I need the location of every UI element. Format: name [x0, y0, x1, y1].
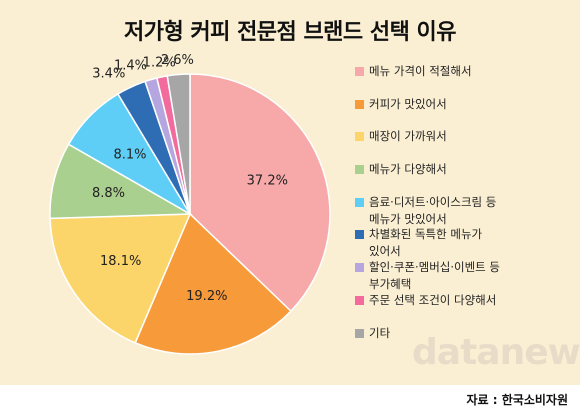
legend-label: 할인·쿠폰·멤버십·이벤트 등 부가혜택 [369, 260, 501, 291]
legend-label: 차별화된 독특한 메뉴가 있어서 [369, 227, 483, 258]
slice-label: 19.2% [186, 289, 227, 304]
slice-label: 8.8% [92, 186, 125, 201]
slice-label: 8.1% [113, 148, 146, 163]
legend-label: 메뉴가 다양해서 [369, 162, 447, 176]
slice-label: 18.1% [100, 254, 141, 269]
legend-label: 매장이 가까워서 [369, 129, 447, 143]
legend-label: 기타 [369, 326, 391, 340]
legend-swatch [355, 165, 364, 174]
pie-slice [49, 213, 192, 344]
legend-swatch [355, 329, 364, 338]
pie-chart: 37.2% 19.2% 18.1% 8.8% 8.1% 3.4%1.4%1.2%2.6% [49, 53, 331, 355]
pie-slice [134, 212, 292, 355]
legend-swatch [355, 100, 364, 109]
slice-label: 1.4% [114, 59, 147, 74]
slice-label: 2.6% [161, 53, 194, 68]
watermark-logo: datanews [412, 332, 580, 373]
legend-swatch [355, 198, 364, 207]
source-note: 자료 : 한국소비자원 [466, 393, 568, 407]
pie-slice [166, 73, 191, 215]
legend-label: 음료·디저트·아이스크림 등 메뉴가 맛있어서 [369, 195, 497, 226]
pie-slice [189, 73, 331, 313]
slice-label: 3.4% [92, 67, 125, 82]
legend-label: 메뉴 가격이 적절해서 [369, 64, 472, 78]
legend-swatch [355, 132, 364, 141]
slice-label: 37.2% [247, 174, 288, 189]
legend-swatch [355, 230, 364, 239]
slice-label: 1.2% [143, 56, 176, 71]
legend-swatch [355, 67, 364, 76]
chart-title: 저가형 커피 전문점 브랜드 선택 이유 [124, 20, 456, 45]
legend-label: 커피가 맛있어서 [369, 97, 447, 111]
legend-swatch [355, 296, 364, 305]
legend-swatch [355, 263, 364, 272]
legend-label: 주문 선택 조건이 다양해서 [369, 293, 497, 307]
